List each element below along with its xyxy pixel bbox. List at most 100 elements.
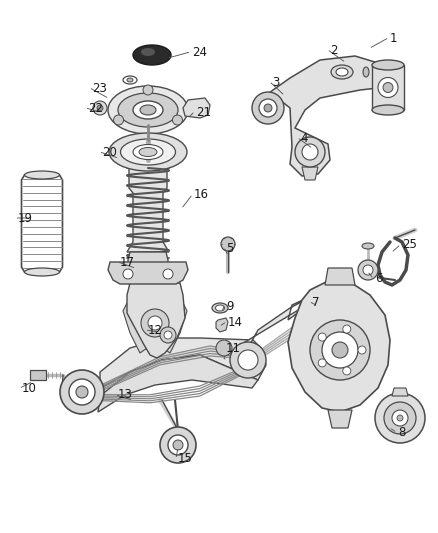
Polygon shape [100,338,266,388]
Circle shape [343,367,351,375]
Text: 5: 5 [226,241,233,254]
Ellipse shape [120,139,176,165]
Circle shape [378,77,398,98]
Polygon shape [163,301,187,353]
Ellipse shape [363,67,369,77]
Ellipse shape [140,105,156,115]
Polygon shape [216,318,228,332]
Circle shape [216,340,232,356]
Circle shape [168,435,188,455]
Text: 6: 6 [375,271,382,285]
Circle shape [160,427,196,463]
Text: 14: 14 [228,316,243,328]
Ellipse shape [141,48,155,56]
Ellipse shape [133,144,163,159]
Circle shape [384,402,416,434]
Text: 16: 16 [194,189,209,201]
Circle shape [302,144,318,160]
Ellipse shape [25,171,60,179]
Text: 24: 24 [192,45,207,59]
Ellipse shape [118,93,178,127]
Text: 2: 2 [330,44,338,56]
Circle shape [97,105,103,111]
Text: 22: 22 [88,101,103,115]
Text: 15: 15 [178,451,193,464]
Ellipse shape [215,305,225,311]
Circle shape [60,370,104,414]
Text: 3: 3 [272,76,279,88]
Ellipse shape [331,65,353,79]
Circle shape [76,386,88,398]
Ellipse shape [133,101,163,119]
Polygon shape [302,167,318,180]
Circle shape [164,331,172,339]
Circle shape [310,320,370,380]
Polygon shape [128,252,168,282]
Circle shape [259,99,277,117]
Circle shape [160,327,176,343]
Circle shape [343,325,351,333]
Ellipse shape [336,68,348,76]
Polygon shape [392,388,408,396]
Text: 13: 13 [118,389,133,401]
Polygon shape [127,163,169,252]
Text: 1: 1 [390,31,398,44]
Ellipse shape [372,105,404,115]
Ellipse shape [108,86,188,134]
Text: 9: 9 [226,300,233,312]
Ellipse shape [221,237,235,251]
Text: 25: 25 [402,238,417,252]
Polygon shape [123,301,147,353]
Circle shape [332,342,348,358]
Text: 23: 23 [92,82,107,94]
Polygon shape [256,56,390,176]
Ellipse shape [372,60,404,70]
Ellipse shape [139,148,157,157]
Polygon shape [21,175,63,272]
Polygon shape [30,370,46,380]
Text: 7: 7 [312,295,319,309]
Polygon shape [98,355,258,412]
Circle shape [322,332,358,368]
Circle shape [252,92,284,124]
Circle shape [123,269,133,279]
Text: 8: 8 [398,425,406,439]
Text: 20: 20 [102,146,117,158]
Circle shape [358,346,366,354]
Text: 19: 19 [18,212,33,224]
Polygon shape [183,98,210,118]
Circle shape [318,359,326,367]
Circle shape [113,115,124,125]
Circle shape [143,85,153,95]
Text: 12: 12 [148,324,163,336]
Ellipse shape [127,78,133,82]
Polygon shape [325,268,355,285]
Ellipse shape [109,133,187,171]
Circle shape [358,260,378,280]
Ellipse shape [25,268,60,276]
Circle shape [141,309,169,337]
Circle shape [148,316,162,330]
Circle shape [392,410,408,426]
Polygon shape [108,262,188,284]
Circle shape [173,440,183,450]
Ellipse shape [123,76,137,84]
Circle shape [363,265,373,275]
Ellipse shape [362,243,374,249]
Text: 4: 4 [300,132,307,144]
Polygon shape [372,65,404,110]
Circle shape [93,101,107,115]
Text: 11: 11 [226,342,241,354]
Circle shape [69,379,95,405]
Circle shape [238,350,258,370]
Ellipse shape [212,303,228,313]
Circle shape [163,269,173,279]
Polygon shape [245,292,320,348]
Polygon shape [127,283,185,358]
Circle shape [397,415,403,421]
Text: 21: 21 [196,106,211,118]
Circle shape [264,104,272,112]
Circle shape [230,342,266,378]
Circle shape [295,137,325,167]
Polygon shape [328,410,352,428]
